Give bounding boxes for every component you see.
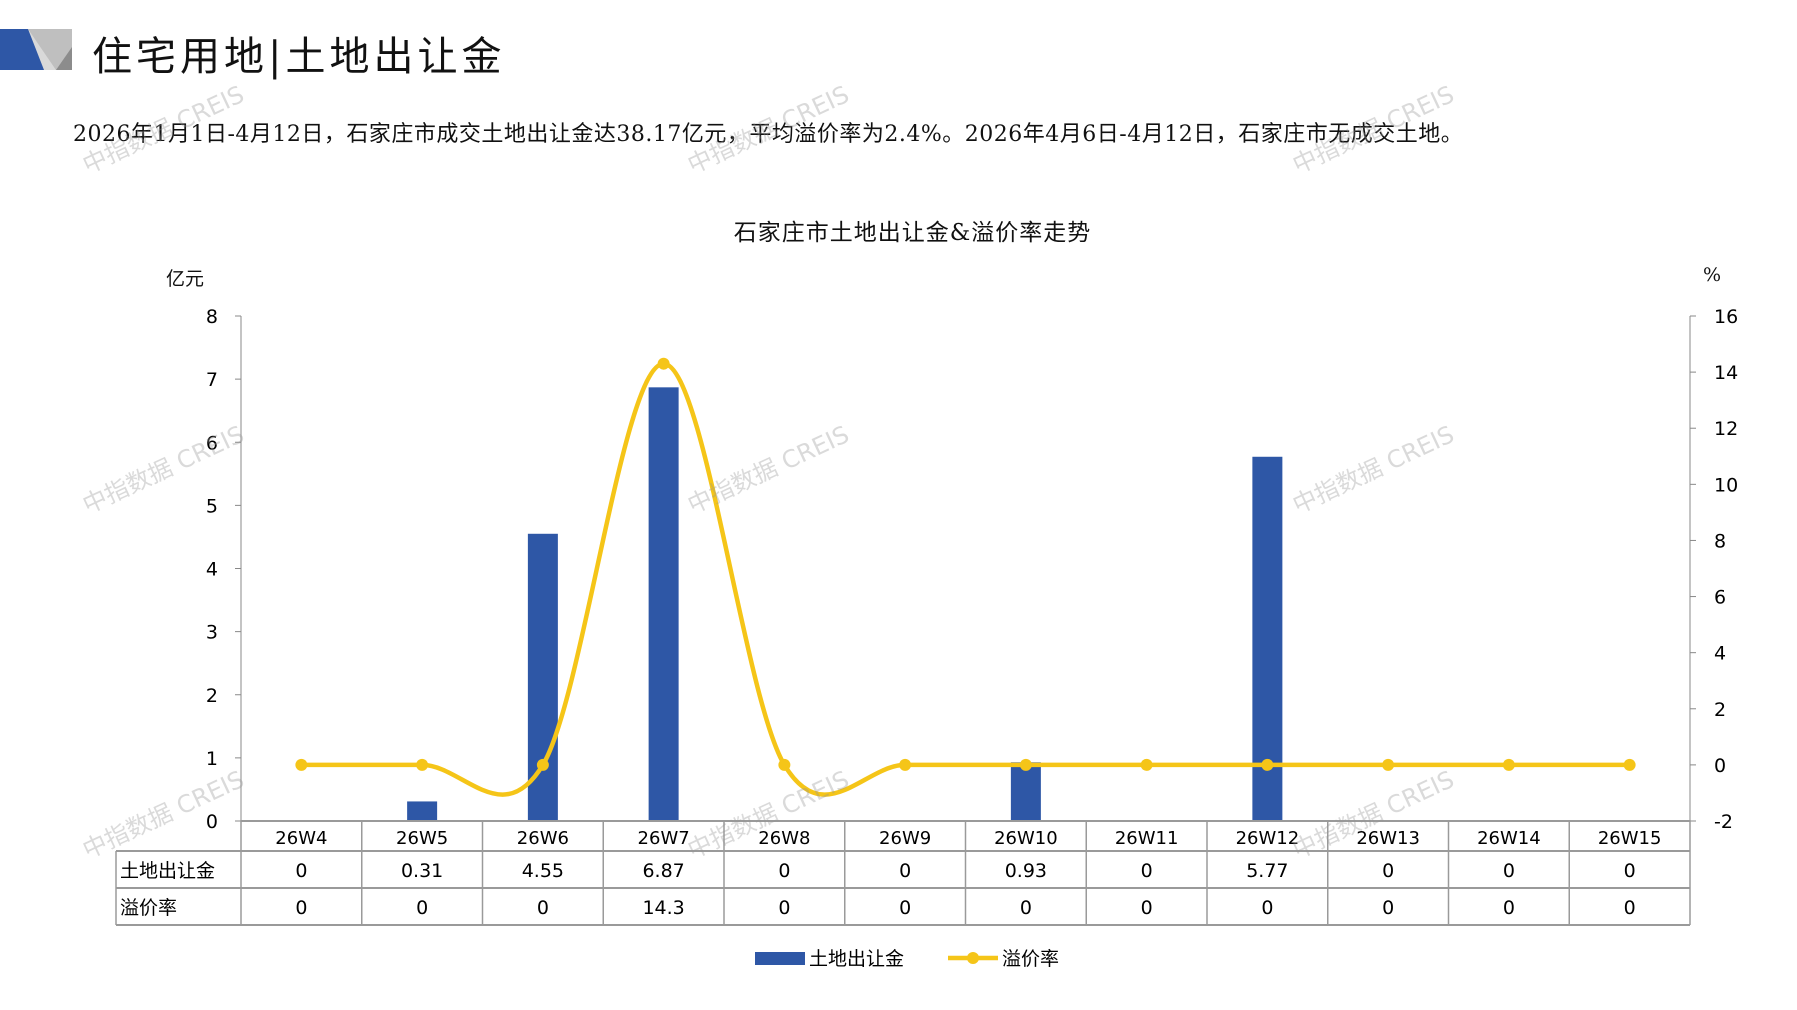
left-tick-label: 3 — [206, 622, 218, 644]
left-tick-label: 2 — [206, 685, 218, 707]
line-point-26W14 — [1502, 758, 1515, 771]
left-tick-label: 6 — [206, 432, 218, 454]
legend-line-marker — [967, 952, 979, 964]
data-label: 0.93 — [1005, 860, 1047, 882]
line-point-26W6 — [536, 758, 549, 771]
right-tick-label: 16 — [1714, 306, 1738, 328]
category-label: 26W4 — [275, 828, 327, 849]
data-label: 0 — [295, 897, 307, 919]
left-tick-label: 5 — [206, 495, 218, 517]
data-label: 0 — [416, 897, 428, 919]
data-label: 0 — [537, 897, 549, 919]
data-label: 4.55 — [522, 860, 564, 882]
category-label: 26W9 — [879, 828, 931, 849]
bar-26W5 — [407, 801, 438, 821]
data-label: 0 — [1503, 860, 1515, 882]
line-point-26W10 — [1019, 758, 1032, 771]
category-label: 26W13 — [1356, 828, 1420, 849]
category-label: 26W5 — [396, 828, 448, 849]
data-label: 0 — [1261, 897, 1273, 919]
category-label: 26W10 — [994, 828, 1058, 849]
right-tick-label: 6 — [1714, 587, 1726, 609]
brand-logo — [0, 29, 72, 70]
data-label: 0 — [295, 860, 307, 882]
left-axis-unit: 亿元 — [166, 268, 205, 290]
left-tick-label: 4 — [206, 559, 218, 581]
category-label: 26W7 — [638, 828, 690, 849]
table-series-label: 土地出让金 — [120, 860, 215, 882]
line-point-26W8 — [778, 758, 791, 771]
data-label: 6.87 — [642, 860, 684, 882]
line-point-26W11 — [1140, 758, 1153, 771]
data-label: 0 — [778, 860, 790, 882]
right-tick-label: 8 — [1714, 530, 1726, 552]
line-point-26W4 — [295, 758, 308, 771]
data-label: 5.77 — [1246, 860, 1288, 882]
legend-bar-label: 土地出让金 — [809, 948, 904, 970]
data-label: 0 — [1141, 860, 1153, 882]
data-label: 0 — [1503, 897, 1515, 919]
line-point-26W15 — [1623, 758, 1636, 771]
right-tick-label: 2 — [1714, 699, 1726, 721]
data-label: 0 — [1624, 860, 1636, 882]
right-tick-label: 4 — [1714, 643, 1726, 665]
category-label: 26W14 — [1477, 828, 1541, 849]
legend-line-label: 溢价率 — [1002, 948, 1059, 970]
right-tick-label: 10 — [1714, 474, 1738, 496]
line-point-26W7 — [657, 357, 670, 370]
bar-26W6 — [527, 533, 558, 821]
right-tick-label: 0 — [1714, 755, 1726, 777]
data-label: 0 — [1624, 897, 1636, 919]
data-label: 0 — [778, 897, 790, 919]
summary-text: 2026年1月1日-4月12日，石家庄市成交土地出让金达38.17亿元，平均溢价… — [73, 122, 1464, 147]
line-point-26W13 — [1382, 758, 1395, 771]
right-tick-label: -2 — [1714, 811, 1733, 833]
category-label: 26W8 — [758, 828, 810, 849]
left-tick-label: 7 — [206, 369, 218, 391]
left-tick-label: 1 — [206, 748, 218, 770]
left-tick-label: 0 — [206, 811, 218, 833]
premium-rate-line — [301, 361, 1630, 797]
legend-bar-swatch — [755, 952, 805, 965]
bar-26W7 — [648, 387, 679, 821]
bar-26W10 — [1010, 762, 1041, 821]
table-series-label: 溢价率 — [120, 897, 177, 919]
line-point-26W12 — [1261, 758, 1274, 771]
left-tick-label: 8 — [206, 306, 218, 328]
data-label: 0 — [1382, 860, 1394, 882]
category-label: 26W12 — [1236, 828, 1300, 849]
right-tick-label: 14 — [1714, 362, 1738, 384]
category-label: 26W11 — [1115, 828, 1179, 849]
category-label: 26W15 — [1598, 828, 1662, 849]
category-label: 26W6 — [517, 828, 569, 849]
data-label: 0 — [899, 897, 911, 919]
right-tick-label: 12 — [1714, 418, 1738, 440]
line-point-26W9 — [899, 758, 912, 771]
data-label: 14.3 — [642, 897, 684, 919]
data-label: 0 — [1141, 897, 1153, 919]
data-label: 0 — [1382, 897, 1394, 919]
page-title: 住宅用地|土地出让金 — [92, 34, 506, 80]
data-label: 0 — [899, 860, 911, 882]
chart-title: 石家庄市土地出让金&溢价率走势 — [733, 220, 1092, 246]
right-axis-unit: % — [1703, 264, 1722, 286]
data-label: 0 — [1020, 897, 1032, 919]
line-point-26W5 — [416, 758, 429, 771]
data-label: 0.31 — [401, 860, 443, 882]
